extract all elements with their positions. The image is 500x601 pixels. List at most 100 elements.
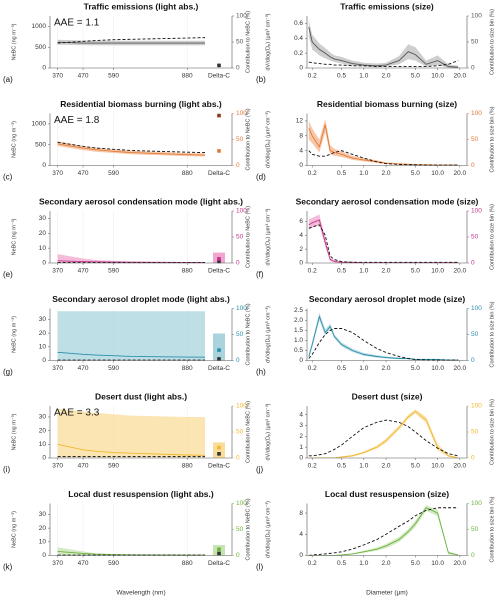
x-tick-label: 370 <box>52 560 63 567</box>
y-axis-label: NeBC (ng m⁻³) <box>11 23 17 60</box>
x-tick-label: 10.0 <box>431 560 444 567</box>
line <box>308 507 459 556</box>
x-tick-label: 470 <box>78 365 89 372</box>
y2-tick-label: 50 <box>471 234 479 241</box>
y2-axis-label: Contribution to NeBC (%) <box>245 303 251 365</box>
panel: Secondary aerosol droplet mode (light ab… <box>3 294 251 377</box>
line <box>57 351 206 358</box>
y-tick-label: 500 <box>35 141 46 148</box>
panel: Secondary aerosol condensation mode (lig… <box>3 196 251 279</box>
x-tick-label: 0.2 <box>308 560 317 567</box>
y-axis-label: NeBC (ng m⁻³) <box>11 218 17 255</box>
line <box>308 124 459 166</box>
panel-letter: (i) <box>3 465 10 474</box>
dashed-line <box>308 60 459 67</box>
panel-letter: (a) <box>3 75 13 84</box>
delta-c-point <box>217 547 221 552</box>
x-tick-label: 590 <box>108 365 119 372</box>
y2-tick-label: 100 <box>236 208 247 215</box>
x-tick-label: 0.5 <box>337 560 346 567</box>
y-tick-label: 0 <box>42 357 46 364</box>
y2-tick-label: 100 <box>236 500 247 507</box>
x-tick-label: 0.5 <box>337 73 346 80</box>
x-tick-label: 20.0 <box>454 170 467 177</box>
y2-tick-label: 100 <box>471 13 482 20</box>
y-tick-label: 2 <box>299 433 303 440</box>
uncertainty-band <box>57 311 205 361</box>
panel: Local dust resuspension (light abs.) (k) 3… <box>3 489 251 572</box>
x-tick-label: 470 <box>78 268 89 275</box>
y2-tick-label: 50 <box>236 331 244 338</box>
x-tick-label: 10.0 <box>431 365 444 372</box>
x-tick-label: 1.0 <box>359 73 368 80</box>
y2-axis-label: Contribution to NeBC (%) <box>245 401 251 463</box>
y2-axis-label: Contribution to size bin (%) <box>489 399 495 465</box>
x-tick-label: 470 <box>78 560 89 567</box>
y2-axis-label: Contribution to size bin (%) <box>489 204 495 270</box>
x-tick-label: 0.5 <box>337 463 346 470</box>
y2-tick-label: 50 <box>471 331 479 338</box>
x-tick-label: 10.0 <box>431 170 444 177</box>
plot-area <box>308 409 459 458</box>
panel-title: Local dust resuspension (size) <box>325 489 449 499</box>
y-tick-label: 0 <box>299 65 303 72</box>
y-axis-label: NeBC (ng m⁻³) <box>11 511 17 548</box>
uncertainty-band <box>308 409 459 458</box>
x-tick-label: 590 <box>108 73 119 80</box>
x-tick-label: 0.5 <box>337 170 346 177</box>
y2-axis-label: Contribution to NeBC (%) <box>245 11 251 73</box>
dashed-line <box>308 507 459 556</box>
delta-c-point <box>217 551 221 556</box>
x-tick-label: 470 <box>78 170 89 177</box>
x-tick-label: 880 <box>182 268 193 275</box>
y-tick-label: 1000 <box>32 121 47 128</box>
delta-c-point <box>217 357 221 361</box>
y2-tick-label: 0 <box>471 552 475 559</box>
panel-title: Residential biomass burning (light abs.) <box>60 99 222 109</box>
y-tick-label: 1.5 <box>294 327 303 334</box>
y2-axis-label: Contribution to size bin (%) <box>489 301 495 367</box>
x-tick-label: Delta-C <box>208 268 230 275</box>
plot-area <box>57 141 206 157</box>
line <box>308 314 459 361</box>
panel-letter: (e) <box>3 270 13 279</box>
line <box>57 550 205 556</box>
x-tick-label: 1.0 <box>359 365 368 372</box>
dashed-line <box>308 419 459 457</box>
x-tick-label: 1.0 <box>359 170 368 177</box>
y-tick-label: 4 <box>299 531 303 538</box>
y2-tick-label: 50 <box>471 526 479 533</box>
x-tick-label: 5.0 <box>411 170 420 177</box>
y2-axis-label: Contribution to size bin (%) <box>489 9 495 75</box>
y-tick-label: 30 <box>39 316 47 323</box>
plot-area <box>57 37 206 46</box>
y-tick-label: 0 <box>299 357 303 364</box>
panel: Secondary aerosol droplet mode (size) (h)… <box>256 294 495 377</box>
panel-title: Secondary aerosol droplet mode (light ab… <box>52 294 230 304</box>
panel: Residential biomass burning (light abs.)… <box>3 99 251 182</box>
y2-tick-label: 0 <box>236 357 240 364</box>
y-tick-label: 10 <box>39 441 47 448</box>
x-tick-label: 370 <box>52 170 63 177</box>
x-tick-label: 20.0 <box>454 268 467 275</box>
x-tick-label: 470 <box>78 73 89 80</box>
y-axis-label: dV/dlog(Dₚ) (μm³ cm⁻³) <box>265 13 271 70</box>
y-tick-label: 4 <box>299 147 303 154</box>
y-tick-label: 20 <box>39 230 47 237</box>
x-tick-label: Delta-C <box>208 365 230 372</box>
uncertainty-band <box>57 39 205 46</box>
x-tick-label: Delta-C <box>208 73 230 80</box>
x-tick-label: 20.0 <box>454 365 467 372</box>
y2-tick-label: 0 <box>471 260 475 267</box>
x-tick-label: 5.0 <box>411 463 420 470</box>
y-tick-label: 1.0 <box>294 337 303 344</box>
x-tick-label: 370 <box>52 365 63 372</box>
plot-area <box>57 547 205 556</box>
panel-letter: (d) <box>256 173 266 182</box>
panel-letter: (c) <box>3 173 13 182</box>
x-tick-label: 0.2 <box>308 365 317 372</box>
y-tick-label: 4 <box>299 411 303 418</box>
panel: Local dust resuspension (size) (l) 0.2 0.5 1… <box>256 489 495 572</box>
panel: Residential biomass burning (size) (d) 0.2… <box>256 99 495 182</box>
y2-axis-label: Contribution to NeBC (%) <box>245 108 251 170</box>
